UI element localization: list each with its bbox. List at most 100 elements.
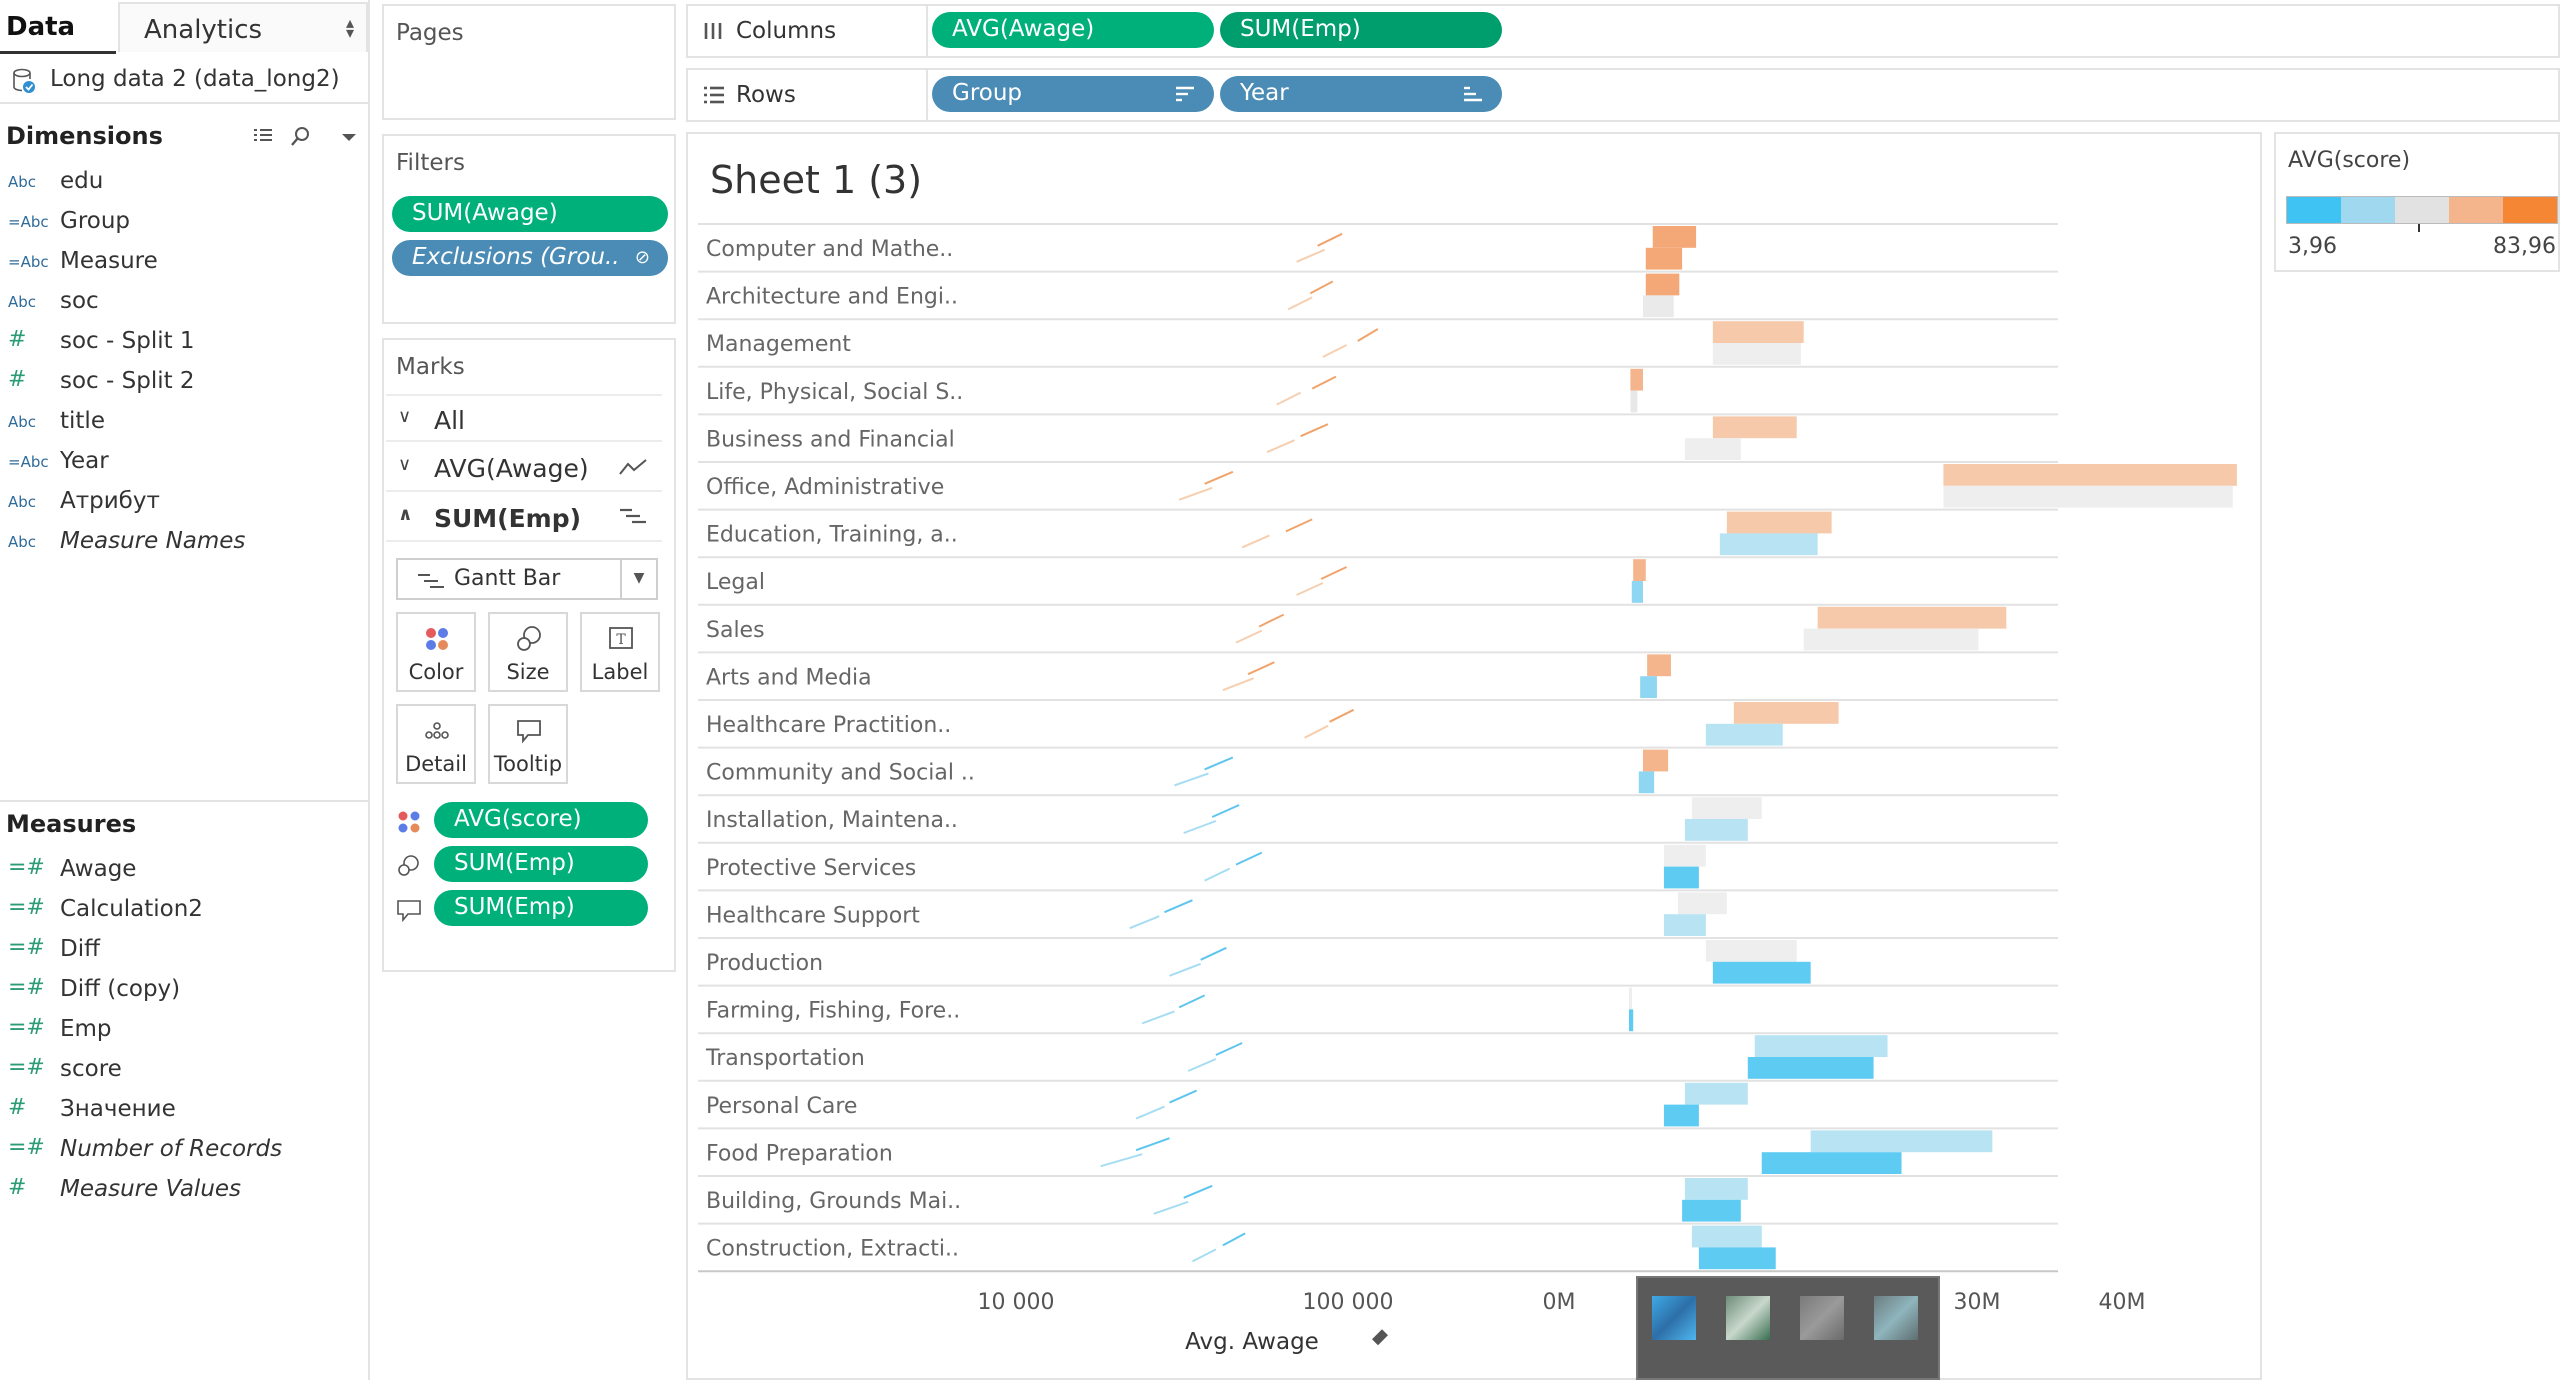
tooltip-button[interactable]: Tooltip (488, 704, 568, 784)
gantt-bar[interactable] (1629, 987, 1632, 1010)
field-item[interactable]: # Значение (0, 1090, 370, 1130)
gantt-bar[interactable] (1817, 606, 2007, 629)
gantt-chart[interactable]: Computer and Mathe.. Architecture and Eng… (688, 134, 2264, 1380)
encoding-row-size[interactable]: SUM(Emp) (396, 846, 658, 884)
field-item[interactable]: Abc Measure Names (0, 522, 370, 562)
awage-line[interactable] (1183, 1184, 1213, 1199)
row-pill-group[interactable]: Group (932, 76, 1214, 112)
gantt-bar[interactable] (1682, 1199, 1741, 1222)
field-item[interactable]: # Measure Values (0, 1170, 370, 1210)
gantt-bar[interactable] (1684, 1178, 1748, 1200)
awage-line[interactable] (1169, 962, 1202, 977)
awage-line[interactable] (1300, 423, 1329, 438)
awage-line[interactable] (1141, 1010, 1175, 1025)
gantt-bar[interactable] (1630, 368, 1643, 391)
field-item[interactable]: =Abc Group (0, 202, 370, 242)
gantt-bar[interactable] (1645, 247, 1683, 270)
field-item[interactable]: Abc edu (0, 162, 370, 202)
awage-line[interactable] (1235, 629, 1263, 644)
field-item[interactable]: Abc soc (0, 282, 370, 322)
gantt-bar[interactable] (1684, 819, 1748, 841)
gantt-bar[interactable] (1712, 343, 1801, 365)
search-icon[interactable] (290, 126, 312, 148)
awage-line[interactable] (1285, 518, 1313, 533)
awage-line[interactable] (1317, 232, 1343, 247)
label-button[interactable]: T Label (580, 612, 660, 692)
thumbnail-tile[interactable] (1800, 1296, 1844, 1340)
awage-line[interactable] (1164, 899, 1193, 914)
field-item[interactable]: =Abc Year (0, 442, 370, 482)
encoding-row-color[interactable]: AVG(score) (396, 802, 658, 840)
awage-line[interactable] (1304, 724, 1329, 739)
gantt-bar[interactable] (1803, 628, 1979, 651)
gantt-bar[interactable] (1719, 533, 1818, 556)
awage-line[interactable] (1247, 661, 1275, 676)
filter-pill-exclusions[interactable]: Exclusions (Grou.. ⊘ (392, 240, 668, 276)
gantt-bar[interactable] (1943, 485, 2233, 508)
field-item[interactable]: Abc title (0, 402, 370, 442)
row-pill-year[interactable]: Year (1220, 76, 1502, 112)
gantt-bar[interactable] (1642, 295, 1674, 318)
awage-line[interactable] (1204, 756, 1234, 771)
columns-shelf[interactable]: Columns AVG(Awage) SUM(Emp) (686, 4, 2560, 58)
column-pill-avg-awage[interactable]: AVG(Awage) (932, 12, 1214, 48)
awage-line[interactable] (1178, 994, 1206, 1009)
thumbnail-tile[interactable] (1726, 1296, 1770, 1340)
encoding-pill-avg-score[interactable]: AVG(score) (434, 802, 648, 838)
color-legend[interactable]: AVG(score) 3,96 83,96 (2274, 132, 2560, 272)
tab-analytics[interactable]: Analytics ▴ ▾ (118, 2, 368, 52)
awage-line[interactable] (1276, 391, 1302, 406)
filter-pill-sum-awage[interactable]: SUM(Awage) (392, 196, 668, 232)
gantt-bar[interactable] (1647, 654, 1671, 677)
gantt-bar[interactable] (1633, 559, 1646, 581)
awage-line[interactable] (1211, 804, 1240, 818)
gantt-bar[interactable] (1943, 464, 2237, 486)
gantt-bar[interactable] (1712, 416, 1797, 439)
marks-row-all[interactable]: ∨ All (386, 394, 662, 442)
awage-line[interactable] (1215, 1042, 1243, 1056)
awage-line[interactable] (1135, 1105, 1165, 1120)
field-item[interactable]: =Abc Measure (0, 242, 370, 282)
tab-data[interactable]: Data (0, 0, 116, 54)
awage-line[interactable] (1153, 1200, 1189, 1215)
gantt-bar[interactable] (1684, 1082, 1748, 1105)
dropdown-arrow-icon[interactable] (338, 126, 360, 148)
field-item[interactable]: =# score (0, 1050, 370, 1090)
gantt-bar[interactable] (1761, 1152, 1902, 1174)
mark-type-dropdown[interactable]: Gantt Bar ▼ (396, 558, 658, 600)
gantt-bar[interactable] (1747, 1057, 1874, 1079)
awage-line[interactable] (1204, 867, 1231, 882)
color-button[interactable]: Color (396, 612, 476, 692)
awage-line[interactable] (1204, 470, 1234, 485)
gantt-bar[interactable] (1652, 226, 1697, 248)
gantt-bar[interactable] (1631, 581, 1643, 603)
pin-icon[interactable] (1372, 1329, 1388, 1346)
gantt-bar[interactable] (1663, 1104, 1699, 1127)
gantt-bar[interactable] (1663, 844, 1706, 867)
gantt-bar[interactable] (1698, 1247, 1776, 1270)
awage-line[interactable] (1200, 946, 1227, 961)
detail-button[interactable]: Detail (396, 704, 476, 784)
gantt-bar[interactable] (1691, 1225, 1762, 1248)
pages-card[interactable]: Pages (382, 4, 676, 120)
thumbnail-tile[interactable] (1652, 1296, 1696, 1340)
gantt-bar[interactable] (1630, 390, 1638, 413)
field-item[interactable]: =# Diff (0, 930, 370, 970)
awage-line[interactable] (1296, 248, 1325, 263)
thumbnail-tile[interactable] (1874, 1296, 1918, 1340)
field-item[interactable]: =# Emp (0, 1010, 370, 1050)
gantt-bar[interactable] (1663, 866, 1699, 889)
awage-line[interactable] (1266, 439, 1295, 454)
awage-line[interactable] (1311, 375, 1337, 390)
gantt-bar[interactable] (1677, 892, 1727, 915)
awage-line[interactable] (1329, 708, 1355, 723)
awage-line[interactable] (1174, 772, 1209, 787)
awage-line[interactable] (1296, 582, 1324, 596)
column-pill-sum-emp[interactable]: SUM(Emp) (1220, 12, 1502, 48)
field-item[interactable]: =# Number of Records (0, 1130, 370, 1170)
gantt-bar[interactable] (1640, 676, 1657, 698)
overlay-popup[interactable] (1636, 1276, 1940, 1380)
gantt-bar[interactable] (1733, 702, 1839, 724)
awage-line[interactable] (1191, 1248, 1217, 1263)
rows-shelf[interactable]: Rows Group Year (686, 68, 2560, 122)
